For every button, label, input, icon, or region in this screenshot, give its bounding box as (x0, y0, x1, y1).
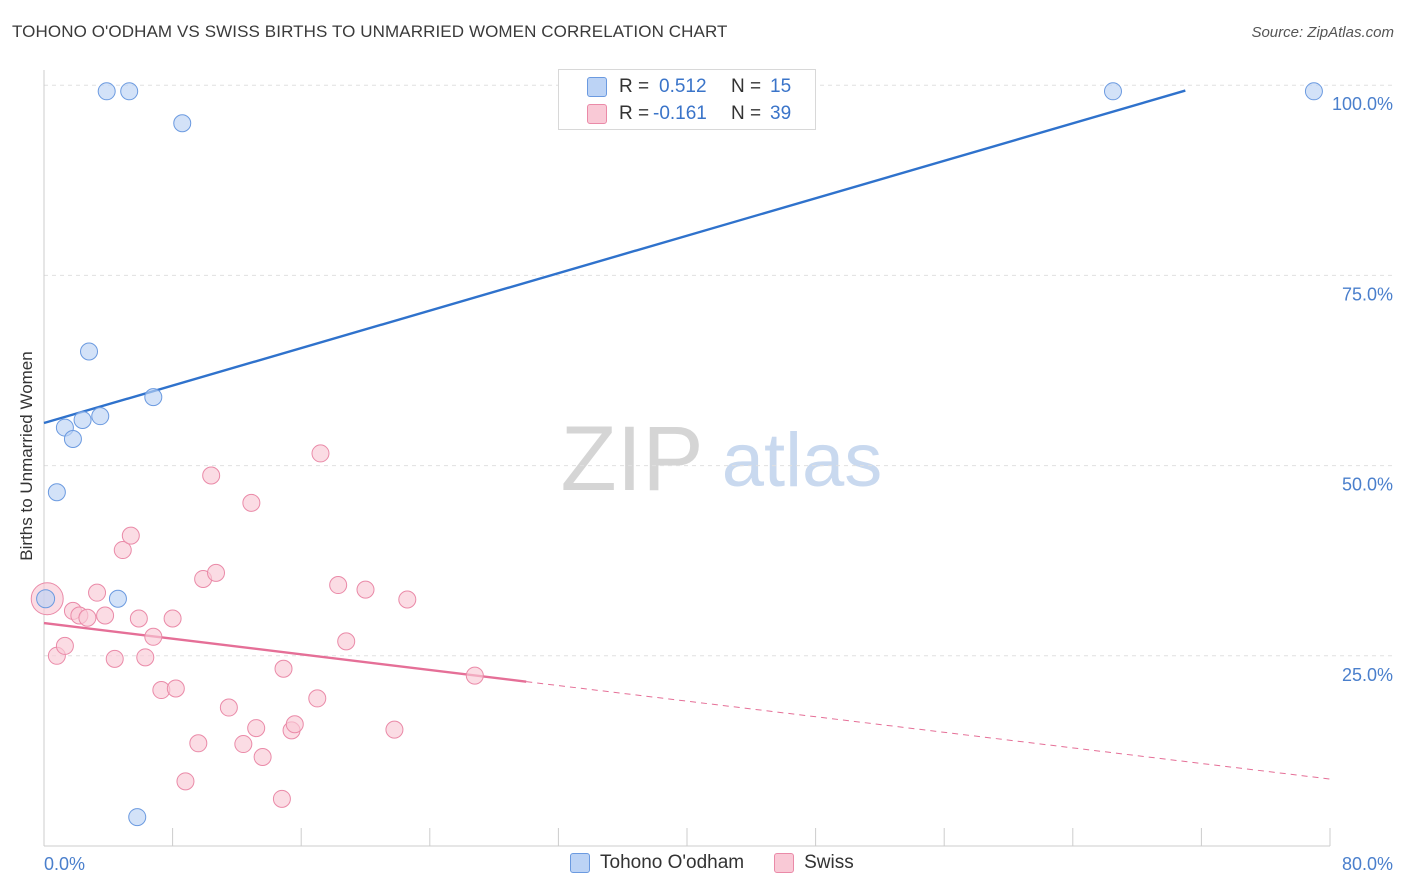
n-value: 39 (770, 103, 792, 124)
y-axis-label: Births to Unmarried Women (17, 351, 36, 560)
n-value: 15 (770, 76, 792, 97)
y-tick-label: 75.0% (1342, 284, 1393, 304)
point-tohono (73, 410, 92, 429)
legend-label-tohono: Tohono O'odham (600, 852, 745, 873)
point-tohono (36, 589, 56, 609)
n-label: N = (731, 76, 762, 97)
point-swiss (55, 636, 74, 655)
r-label: R = (619, 103, 650, 124)
point-tohono (120, 82, 139, 101)
r-value: 0.512 (659, 76, 707, 97)
point-swiss (136, 648, 155, 667)
point-tohono (128, 808, 147, 827)
point-swiss (202, 466, 221, 485)
point-swiss (189, 734, 208, 753)
r-value: -0.161 (653, 103, 707, 124)
point-swiss (274, 659, 293, 678)
legend: Tohono O'odham Swiss (570, 852, 854, 874)
y-tick-label: 100.0% (1332, 94, 1393, 114)
watermark-zip: ZIP (560, 408, 703, 510)
point-swiss (329, 576, 348, 595)
point-tohono (63, 429, 82, 448)
y-tick-label: 25.0% (1342, 665, 1393, 685)
point-swiss (207, 563, 226, 582)
point-swiss (398, 590, 417, 609)
point-swiss (129, 609, 148, 628)
point-tohono (91, 407, 110, 426)
y-tick-label: 50.0% (1342, 475, 1393, 495)
point-swiss (234, 735, 253, 754)
point-swiss (105, 649, 124, 668)
point-swiss (285, 715, 304, 734)
point-swiss (465, 666, 484, 685)
point-swiss (96, 606, 115, 625)
source-label: Source: ZipAtlas.com (1251, 24, 1394, 41)
stats-box: R = 0.512 N = 15 R = -0.161 N = 39 (558, 69, 816, 130)
legend-swatch-swiss (774, 853, 795, 873)
legend-label-swiss: Swiss (804, 852, 854, 873)
point-swiss (144, 627, 163, 646)
legend-item-tohono[interactable]: Tohono O'odham (570, 852, 744, 874)
point-tohono (47, 483, 66, 502)
x-tick-label: 80.0% (1342, 854, 1393, 874)
point-tohono (80, 342, 99, 361)
point-swiss (308, 689, 327, 708)
point-swiss (272, 789, 291, 808)
point-swiss (163, 609, 182, 628)
x-tick-label: 0.0% (44, 854, 85, 874)
stats-swatch-tohono (587, 77, 607, 97)
watermark-atlas: atlas (722, 418, 883, 503)
r-label: R = (619, 76, 650, 97)
point-swiss (385, 720, 404, 739)
point-tohono (108, 589, 127, 608)
trendline-swiss (43, 621, 527, 683)
trendline-swiss-extension (526, 681, 1331, 780)
point-swiss (253, 747, 272, 766)
n-label: N = (731, 103, 762, 124)
point-swiss (88, 583, 107, 602)
stats-swatch-swiss (587, 104, 607, 124)
legend-item-swiss[interactable]: Swiss (774, 852, 854, 874)
point-swiss (356, 580, 375, 599)
point-swiss (166, 679, 185, 698)
point-swiss (219, 698, 238, 717)
trendline-tohono (43, 89, 1186, 425)
point-swiss (121, 526, 140, 545)
point-swiss (113, 541, 132, 560)
point-tohono (97, 82, 116, 101)
chart-title: TOHONO O'ODHAM VS SWISS BIRTHS TO UNMARR… (12, 22, 728, 41)
point-tohono (1103, 82, 1122, 101)
point-swiss (78, 608, 97, 627)
point-swiss (242, 493, 261, 512)
point-swiss (311, 444, 330, 463)
point-swiss (337, 632, 356, 651)
legend-swatch-tohono (570, 853, 590, 873)
point-tohono (144, 388, 163, 407)
point-swiss (176, 772, 195, 791)
point-tohono (173, 114, 192, 133)
point-tohono (1304, 82, 1323, 101)
point-swiss (247, 719, 266, 738)
